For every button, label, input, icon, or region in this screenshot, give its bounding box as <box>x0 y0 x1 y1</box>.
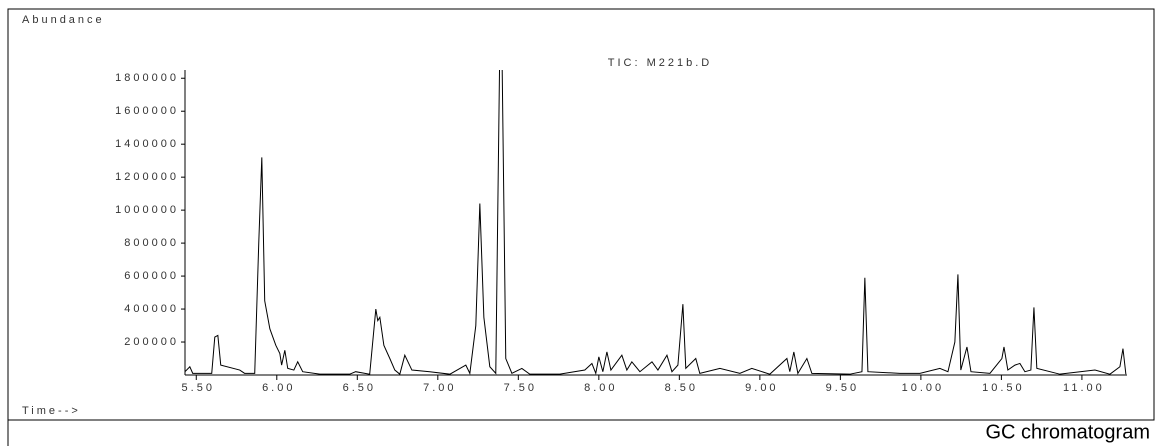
x-tick-label: 8.50 <box>665 382 698 394</box>
y-tick-label: 1400000 <box>115 138 179 150</box>
y-tick-label: 1800000 <box>115 72 179 84</box>
x-axis-label: Time--> <box>22 405 81 417</box>
chart-title: TIC: M221b.D <box>608 57 712 69</box>
x-tick-label: 7.00 <box>423 382 456 394</box>
x-tick-label: 5.50 <box>182 382 215 394</box>
y-tick-label: 1200000 <box>115 171 179 183</box>
x-tick-label: 9.50 <box>826 382 859 394</box>
y-tick-label: 200000 <box>124 336 179 348</box>
x-tick-label: 6.50 <box>343 382 376 394</box>
x-tick-label: 10.00 <box>902 382 945 394</box>
frame <box>7 8 1155 421</box>
x-tick-label: 9.00 <box>745 382 778 394</box>
y-tick-label: 800000 <box>124 237 179 249</box>
y-tick-label: 600000 <box>124 270 179 282</box>
trace <box>185 70 1127 376</box>
y-tick-label: 400000 <box>124 303 179 315</box>
x-tick-label: 8.00 <box>584 382 617 394</box>
y-tick-label: 1000000 <box>115 204 179 216</box>
caption: GC chromatogram <box>986 421 1151 443</box>
x-tick-label: 10.50 <box>982 382 1025 394</box>
x-tick-label: 11.00 <box>1063 382 1105 394</box>
x-tick-label: 6.00 <box>262 382 295 394</box>
y-tick-label: 1600000 <box>115 105 179 117</box>
y-axis-label: Abundance <box>22 14 105 26</box>
x-tick-label: 7.50 <box>504 382 537 394</box>
